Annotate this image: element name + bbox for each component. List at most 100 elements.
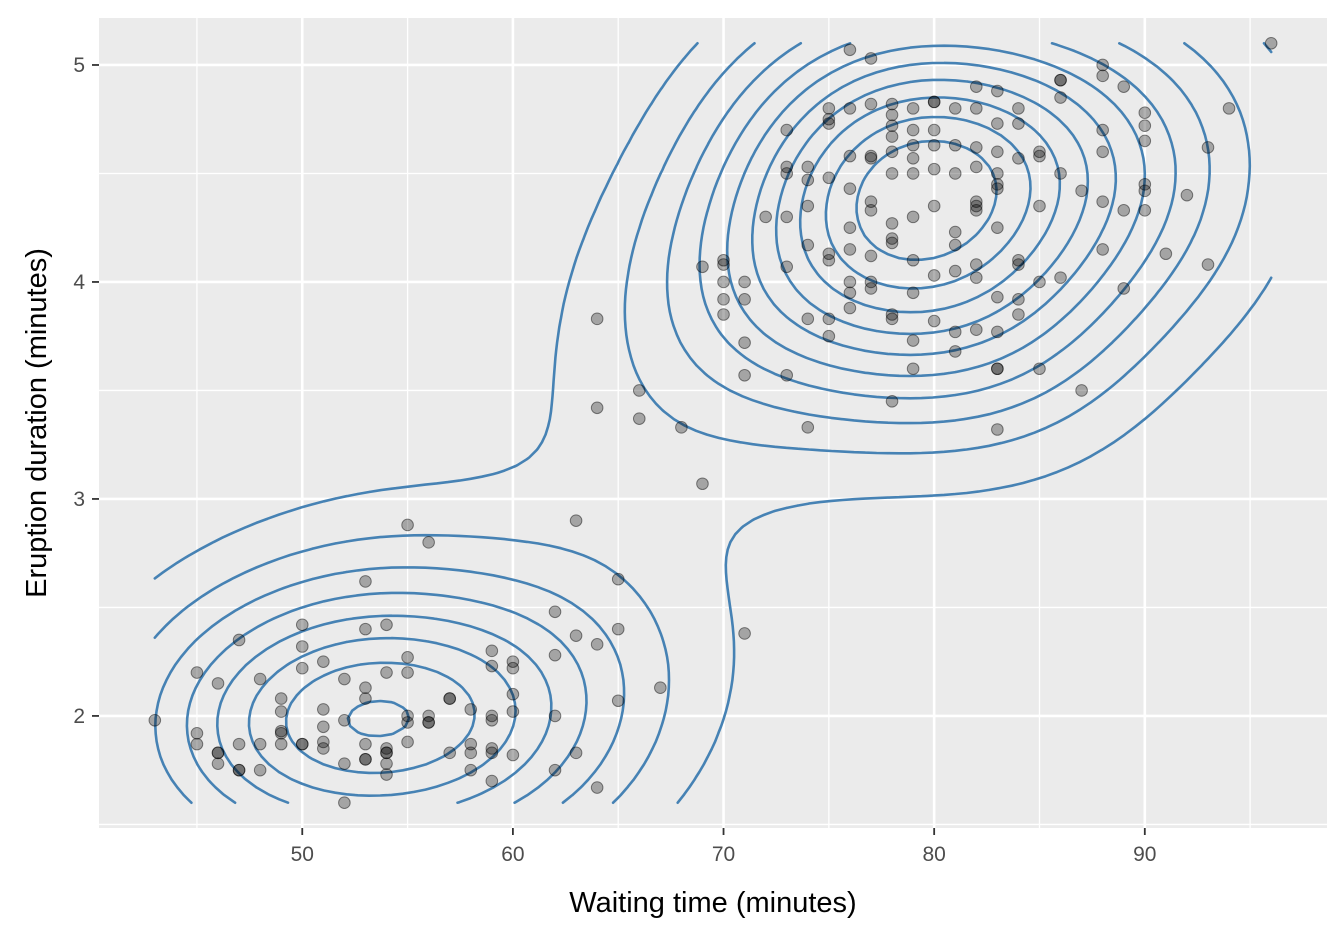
data-point xyxy=(969,80,983,93)
scatter-points xyxy=(148,36,1278,810)
data-point xyxy=(359,737,372,751)
data-point xyxy=(864,151,878,165)
x-tick-label: 90 xyxy=(1133,843,1156,866)
data-point xyxy=(190,666,204,679)
data-point xyxy=(801,173,815,187)
data-point xyxy=(232,763,246,777)
data-point xyxy=(464,763,478,777)
data-point xyxy=(359,692,372,705)
data-point xyxy=(654,681,667,695)
contour-line xyxy=(216,44,1147,804)
y-axis-title: Eruption duration (minutes) xyxy=(21,248,53,598)
data-point xyxy=(843,43,857,57)
data-point xyxy=(590,401,604,415)
data-point xyxy=(948,264,962,278)
data-point xyxy=(548,709,562,723)
data-point xyxy=(801,199,815,213)
data-point xyxy=(380,618,393,632)
data-point xyxy=(885,217,899,230)
data-point xyxy=(443,692,457,705)
data-point xyxy=(1096,69,1109,83)
data-point xyxy=(843,102,857,115)
data-point xyxy=(780,368,794,382)
data-point xyxy=(232,633,246,647)
data-point xyxy=(738,336,751,350)
data-point xyxy=(948,167,962,180)
data-point xyxy=(190,726,204,740)
data-point xyxy=(338,796,351,810)
data-point xyxy=(843,275,857,289)
data-point xyxy=(274,692,288,705)
data-point xyxy=(717,293,730,306)
density-contours xyxy=(153,42,1273,804)
data-point xyxy=(611,572,625,586)
data-point xyxy=(948,238,962,252)
data-point xyxy=(1117,204,1131,217)
data-point xyxy=(274,724,288,738)
contour-line xyxy=(346,96,1062,738)
data-point xyxy=(906,286,920,300)
data-point xyxy=(422,536,435,549)
data-point xyxy=(1033,149,1046,163)
data-point xyxy=(969,199,983,213)
data-point xyxy=(1138,204,1152,217)
data-point xyxy=(801,160,815,174)
x-tick-label: 50 xyxy=(291,843,314,866)
contour-line xyxy=(824,115,1032,290)
data-point xyxy=(885,312,899,326)
contour-line xyxy=(185,42,1177,804)
data-point xyxy=(464,746,478,760)
data-point xyxy=(1096,58,1109,72)
data-point xyxy=(717,275,730,289)
data-point xyxy=(801,312,815,326)
data-point xyxy=(232,763,246,777)
data-point xyxy=(843,221,857,235)
y-tick-label: 3 xyxy=(73,488,85,511)
x-axis: 50 60 70 80 90 xyxy=(291,828,1156,866)
data-point xyxy=(991,178,1004,191)
data-point xyxy=(969,323,983,336)
data-point xyxy=(1222,102,1236,115)
data-point xyxy=(274,705,288,718)
data-point xyxy=(675,421,688,434)
y-tick-label: 5 xyxy=(73,54,85,77)
data-point xyxy=(991,117,1004,130)
y-tick-label: 4 xyxy=(73,271,85,294)
data-point xyxy=(569,746,583,760)
data-point xyxy=(906,151,920,165)
data-point xyxy=(717,308,730,321)
data-point xyxy=(927,199,941,213)
data-point xyxy=(991,145,1004,159)
data-point xyxy=(253,763,267,777)
data-point xyxy=(991,290,1004,304)
data-point xyxy=(822,253,836,267)
data-point xyxy=(548,648,562,662)
data-point xyxy=(338,713,351,727)
data-point xyxy=(864,249,878,263)
data-point xyxy=(211,746,225,760)
data-point xyxy=(801,421,815,434)
data-point xyxy=(1159,247,1173,261)
data-point xyxy=(485,709,499,723)
data-point xyxy=(401,651,414,664)
data-point xyxy=(1138,134,1152,148)
data-point xyxy=(464,703,478,716)
data-point xyxy=(822,171,836,185)
data-point xyxy=(611,622,625,636)
data-point xyxy=(443,692,457,705)
data-point xyxy=(211,677,225,690)
data-point xyxy=(717,258,730,271)
data-point xyxy=(780,160,794,174)
data-point xyxy=(991,423,1004,436)
data-point xyxy=(485,746,499,760)
data-point xyxy=(927,123,941,137)
plot-panel xyxy=(99,18,1327,828)
data-point xyxy=(927,269,941,282)
data-point xyxy=(927,138,941,152)
data-point xyxy=(1075,184,1088,198)
data-point xyxy=(1138,119,1152,133)
data-point xyxy=(969,258,983,271)
data-point xyxy=(801,238,815,252)
data-point xyxy=(1012,258,1025,271)
